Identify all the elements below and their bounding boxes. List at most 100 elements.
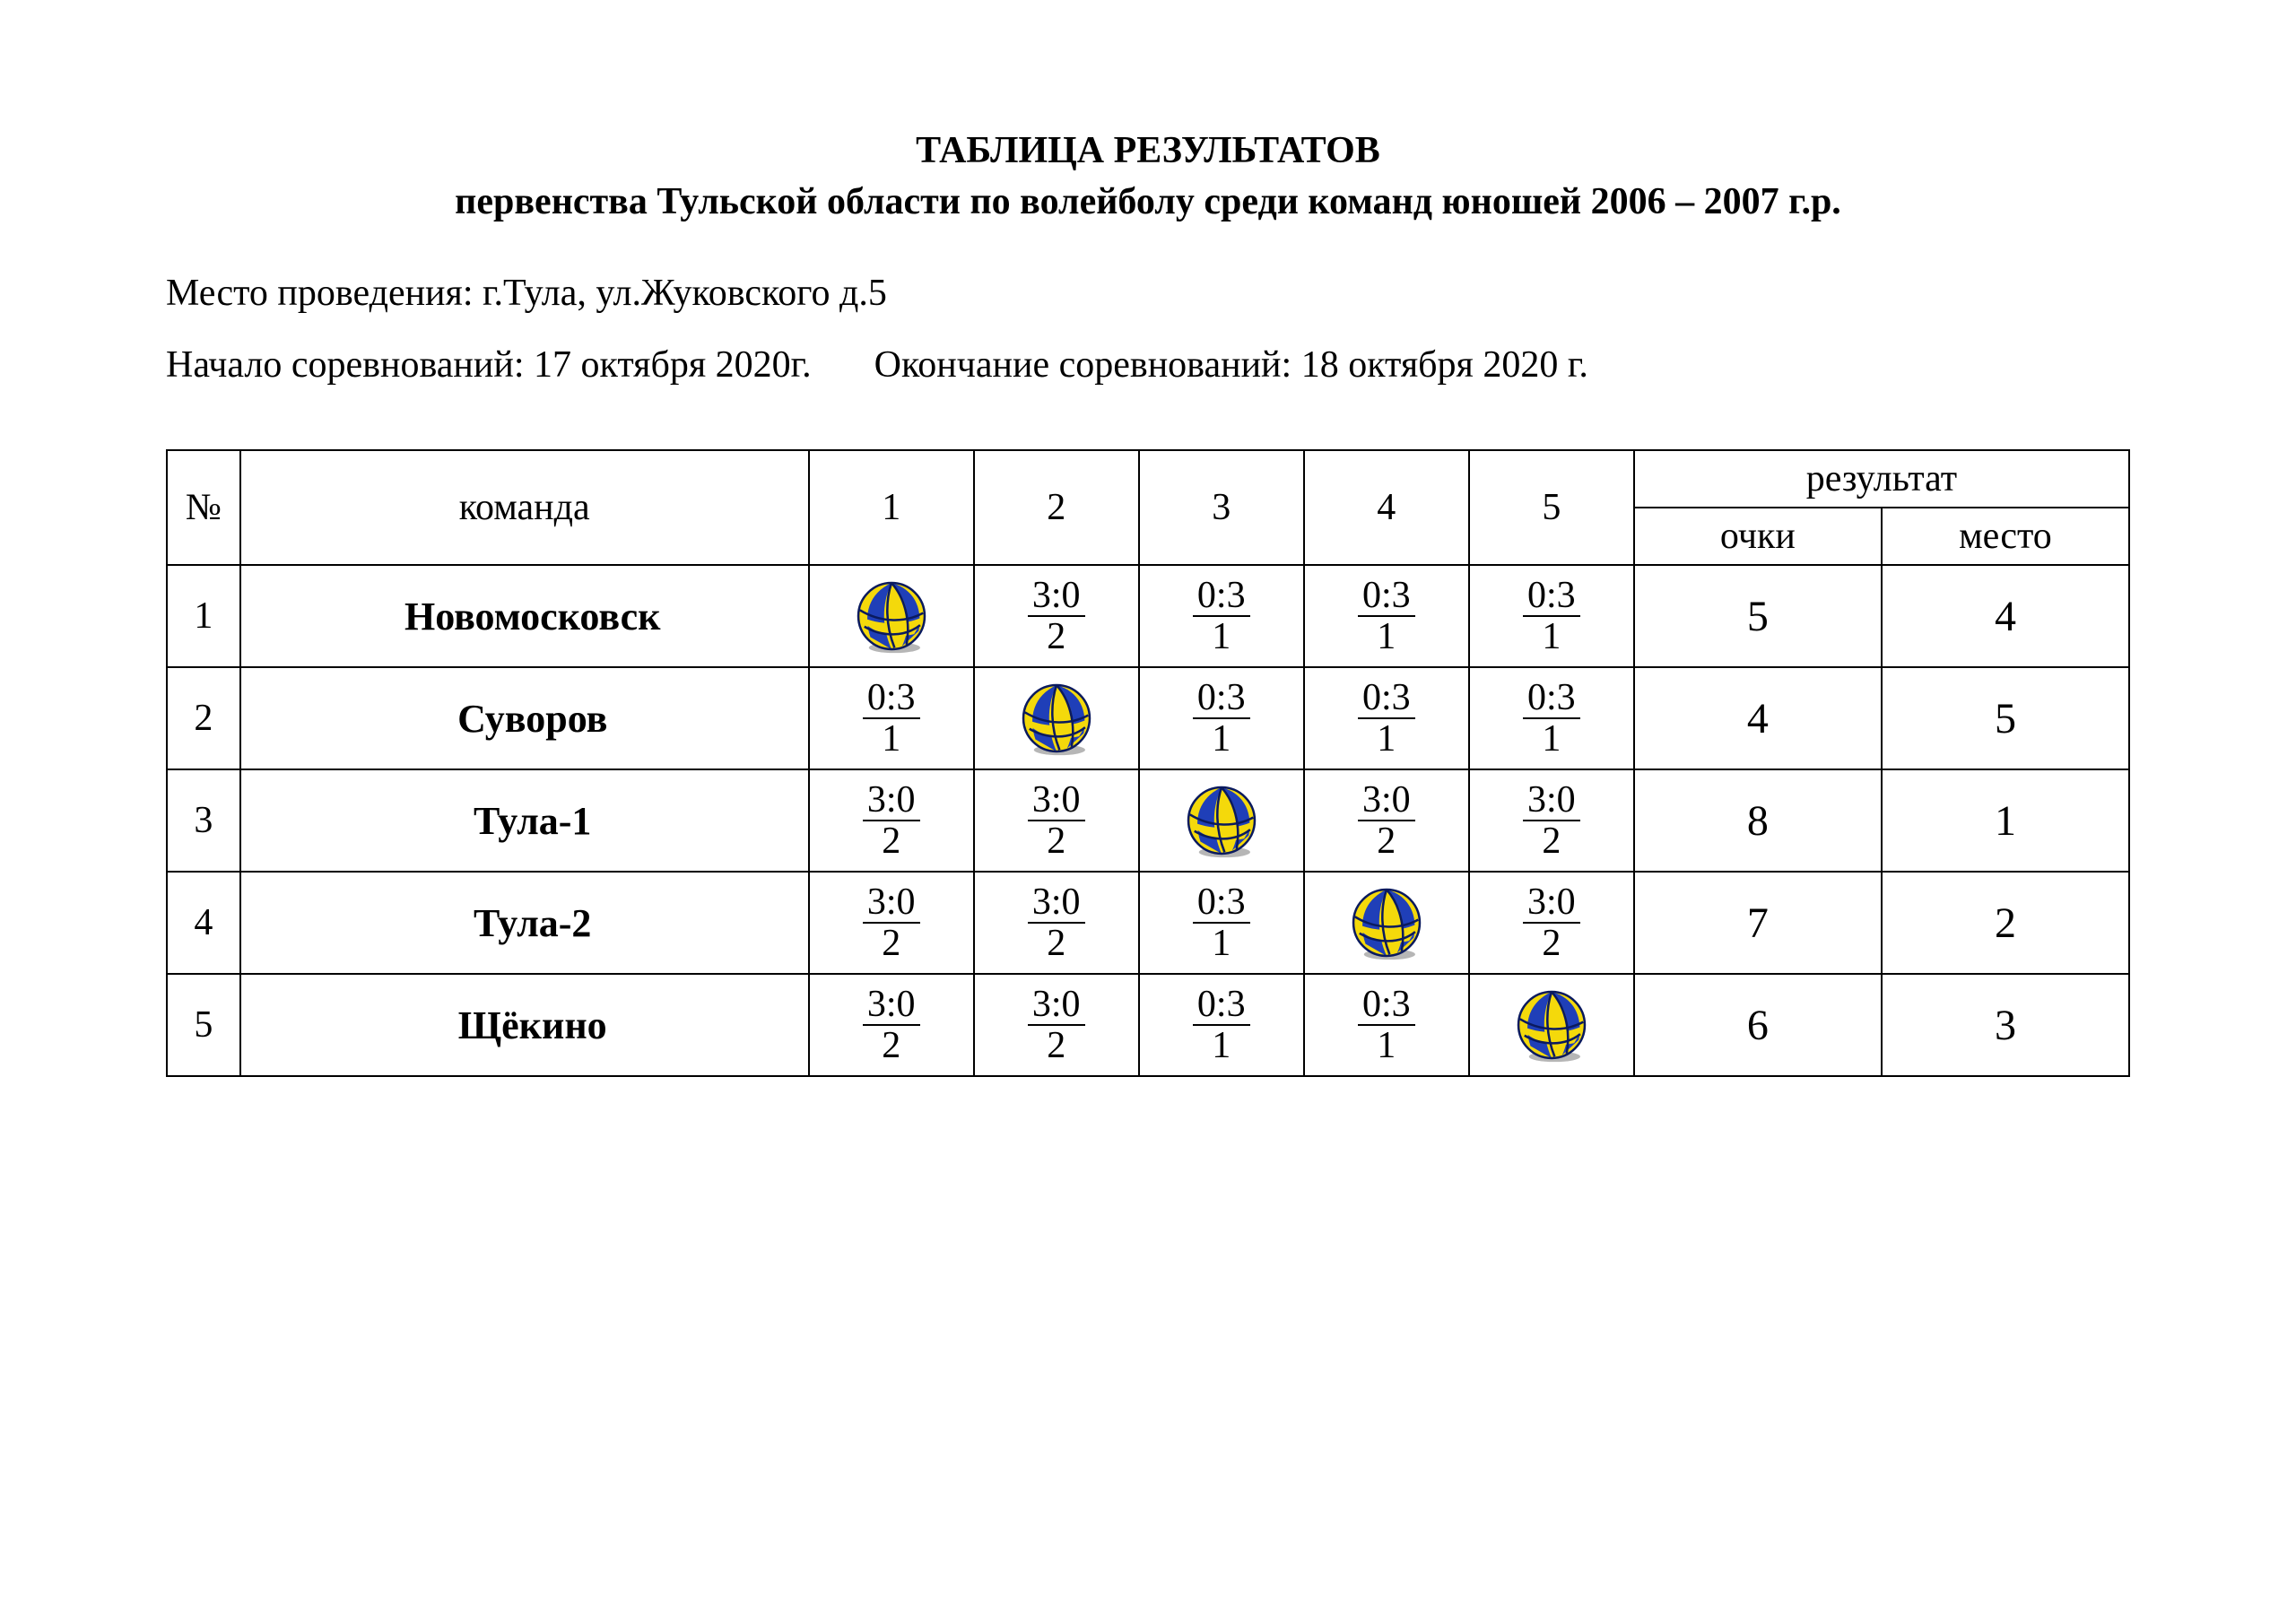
score-cell: 0:31 [1304,667,1469,769]
team-name: Щёкино [240,974,809,1076]
page: ТАБЛИЦА РЕЗУЛЬТАТОВ первенства Тульской … [0,0,2296,1624]
results-table: № команда 1 2 3 4 5 результат очки место… [166,449,2130,1077]
score-value: 0:3 [1193,985,1250,1026]
score-points: 2 [1470,821,1633,861]
end-date: Окончание соревнований: 18 октября 2020 … [874,344,1588,386]
score-cell: 3:02 [809,974,974,1076]
page-subtitle: первенства Тульской области по волейболу… [166,177,2130,228]
score-cell: 3:02 [809,872,974,974]
hdr-col-4: 4 [1304,450,1469,565]
score-cell: 0:31 [1469,565,1634,667]
page-title: ТАБЛИЦА РЕЗУЛЬТАТОВ [166,126,2130,177]
score-cell: 0:31 [1304,974,1469,1076]
score-points: 2 [975,924,1138,963]
row-number: 4 [167,872,240,974]
score-cell: 3:02 [974,974,1139,1076]
score-points: 1 [1140,617,1303,656]
score-cell: 3:02 [974,872,1139,974]
hdr-col-1: 1 [809,450,974,565]
score-value: 3:0 [1523,780,1580,821]
score-points: 1 [1140,1026,1303,1065]
score-value: 3:0 [1358,780,1415,821]
score-points: 1 [1305,719,1468,759]
score-points: 2 [1305,821,1468,861]
team-name: Новомосковск [240,565,809,667]
table-row: 3Тула-13:023:02 3:023:0281 [167,769,2129,872]
score-value: 0:3 [1193,576,1250,617]
table-row: 1Новомосковск 3:020:310:310:3154 [167,565,2129,667]
place: 3 [1882,974,2129,1076]
row-number: 2 [167,667,240,769]
score-points: 2 [975,617,1138,656]
row-number: 1 [167,565,240,667]
score-points: 2 [810,1026,973,1065]
score-value: 3:0 [1028,780,1085,821]
score-value: 3:0 [1028,882,1085,924]
volleyball-icon [1349,885,1424,960]
table-header: № команда 1 2 3 4 5 результат очки место [167,450,2129,565]
score-cell: 0:31 [1139,974,1304,1076]
venue-line: Место проведения: г.Тула, ул.Жуковского … [166,272,2130,315]
place: 4 [1882,565,2129,667]
score-points: 1 [1140,924,1303,963]
score-points: 2 [810,924,973,963]
total-points: 8 [1634,769,1882,872]
score-value: 0:3 [1193,678,1250,719]
score-points: 1 [810,719,973,759]
hdr-col-5: 5 [1469,450,1634,565]
score-value: 0:3 [863,678,920,719]
score-value: 0:3 [1358,576,1415,617]
table-row: 4Тула-23:023:020:31 3:0272 [167,872,2129,974]
score-value: 3:0 [1028,576,1085,617]
place: 1 [1882,769,2129,872]
hdr-result: результат [1634,450,2129,508]
score-value: 3:0 [863,882,920,924]
score-cell: 0:31 [1139,667,1304,769]
self-cell [809,565,974,667]
score-points: 1 [1470,617,1633,656]
table-row: 5Щёкино3:023:020:310:31 63 [167,974,2129,1076]
score-value: 3:0 [1028,985,1085,1026]
score-cell: 3:02 [974,769,1139,872]
score-value: 0:3 [1523,576,1580,617]
score-points: 2 [975,821,1138,861]
row-number: 5 [167,974,240,1076]
score-value: 3:0 [1523,882,1580,924]
score-points: 1 [1305,1026,1468,1065]
start-date: Начало соревнований: 17 октября 2020г. [166,344,812,386]
score-value: 0:3 [1358,985,1415,1026]
score-cell: 3:02 [1304,769,1469,872]
hdr-num: № [167,450,240,565]
score-cell: 3:02 [974,565,1139,667]
self-cell [1139,769,1304,872]
score-points: 1 [1140,719,1303,759]
hdr-place: место [1882,508,2129,565]
total-points: 7 [1634,872,1882,974]
hdr-points: очки [1634,508,1882,565]
hdr-col-3: 3 [1139,450,1304,565]
dates-line: Начало соревнований: 17 октября 2020г. Ок… [166,343,2130,386]
score-value: 0:3 [1358,678,1415,719]
volleyball-icon [1184,783,1259,858]
score-cell: 3:02 [809,769,974,872]
table-row: 2Суворов0:31 0:310:310:3145 [167,667,2129,769]
team-name: Суворов [240,667,809,769]
score-value: 3:0 [863,985,920,1026]
score-value: 3:0 [863,780,920,821]
score-cell: 0:31 [1304,565,1469,667]
volleyball-icon [854,578,929,654]
self-cell [974,667,1139,769]
table-body: 1Новомосковск 3:020:310:310:31542Суворов… [167,565,2129,1076]
hdr-col-2: 2 [974,450,1139,565]
place: 2 [1882,872,2129,974]
volleyball-icon [1019,681,1094,756]
score-value: 0:3 [1193,882,1250,924]
score-cell: 3:02 [1469,872,1634,974]
score-cell: 0:31 [809,667,974,769]
score-points: 2 [975,1026,1138,1065]
total-points: 5 [1634,565,1882,667]
score-cell: 0:31 [1469,667,1634,769]
score-points: 2 [810,821,973,861]
volleyball-icon [1514,987,1589,1063]
score-cell: 3:02 [1469,769,1634,872]
